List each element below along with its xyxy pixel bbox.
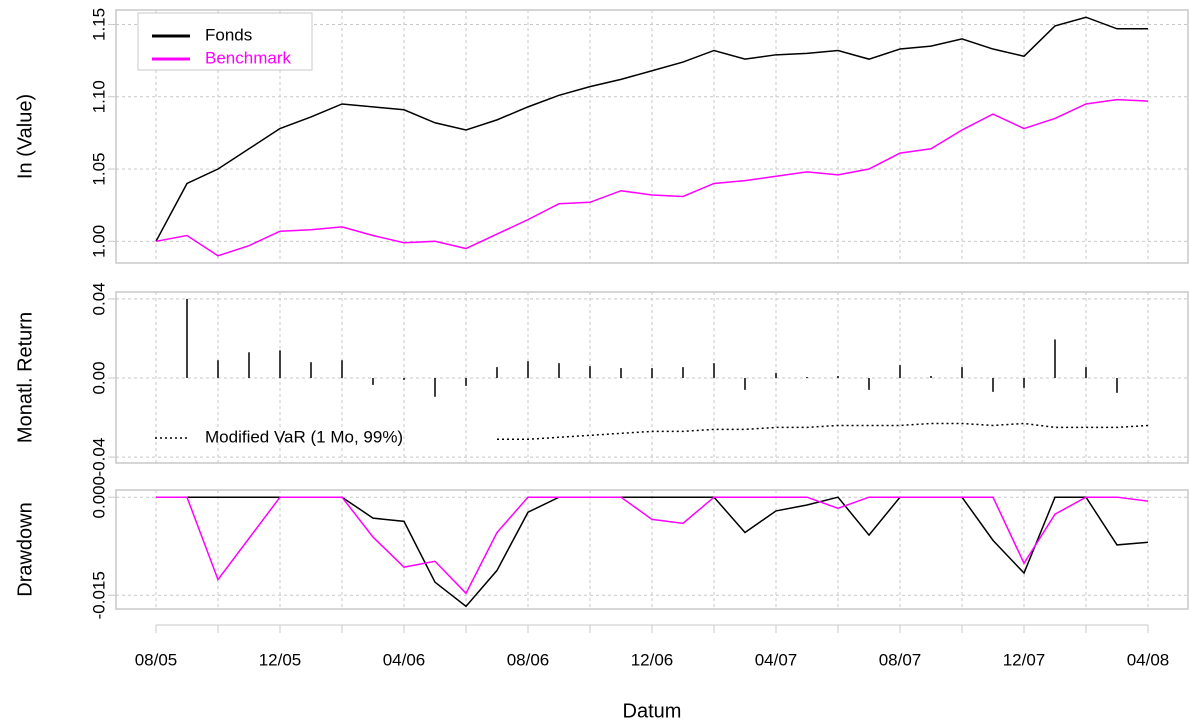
legend-label: Fonds [205,25,252,44]
x-tick-label: 12/06 [631,650,674,669]
x-tick-label: 04/07 [755,650,798,669]
x-tick-label: 04/08 [1127,650,1170,669]
legend-label: Modified VaR (1 Mo, 99%) [205,427,403,446]
y-tick-label: 1.10 [89,80,108,113]
legend-label: Benchmark [205,48,291,67]
y-tick-label: 0.04 [89,282,108,315]
x-tick-label: 08/07 [879,650,922,669]
x-tick-label: 12/05 [259,650,302,669]
data-line [155,98,1149,257]
y-tick-label: 0.00 [89,361,108,394]
x-tick-label: 04/06 [383,650,426,669]
x-tick-label: 08/05 [135,650,178,669]
x-tick-label: 08/06 [507,650,550,669]
var-line [497,422,1149,441]
y-tick-label: -0.04 [89,438,108,477]
y-tick-label: 1.05 [89,152,108,185]
data-line [155,16,1148,242]
x-tick-label: 12/07 [1003,650,1046,669]
panel-frame [115,291,1189,464]
y-axis-label: In (Value) [14,94,36,179]
y-tick-label: 1.15 [89,8,108,41]
panel-frame [115,489,1189,610]
y-tick-label: 1.00 [89,225,108,258]
data-line [156,496,1149,595]
y-tick-label: -0.015 [89,571,108,619]
y-axis-label: Drawdown [14,502,36,596]
panel-frame [115,9,1189,264]
y-tick-label: 0.000 [89,476,108,519]
y-axis-label: Monatl. Return [14,312,36,443]
x-axis-label: Datum [623,700,682,722]
